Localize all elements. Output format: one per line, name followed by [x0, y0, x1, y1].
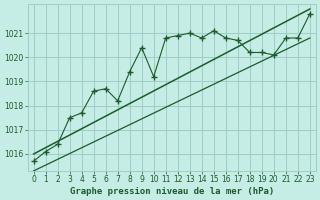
X-axis label: Graphe pression niveau de la mer (hPa): Graphe pression niveau de la mer (hPa): [69, 187, 274, 196]
